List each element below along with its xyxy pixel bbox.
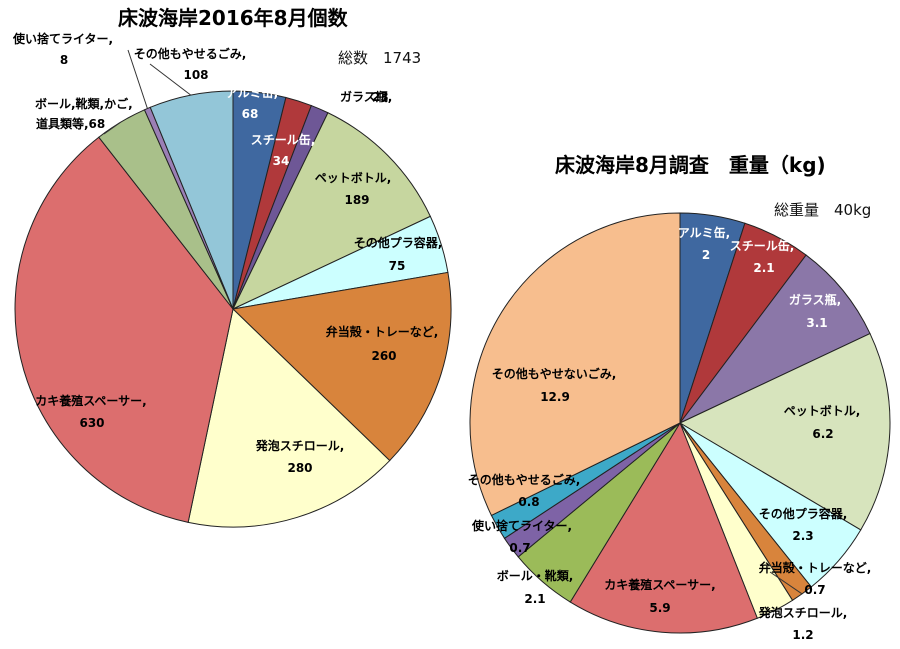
slice-label-name: 使い捨てライター, xyxy=(12,31,113,46)
total-weight: 総重量 40kg xyxy=(774,201,871,219)
leader-line xyxy=(149,63,192,96)
slice-label-value: 280 xyxy=(287,461,312,475)
slice-label-name: その他プラ容器, xyxy=(759,506,848,521)
leader-line xyxy=(759,609,776,613)
slice-label-value: 1.2 xyxy=(792,628,813,642)
slice-label-value: 8 xyxy=(60,53,68,67)
slice-label-name: ペットボトル, xyxy=(784,403,861,418)
pie-slice xyxy=(569,421,758,634)
slice-label-value: 23 xyxy=(372,90,389,104)
pie-chart-count: 床波海岸2016年8月個数 総数 1743 アルミ缶, 68 スチール缶, 34 ガラス… xyxy=(12,6,452,528)
slice-label-value: 0.8 xyxy=(518,495,539,509)
slice-label-value: 5.9 xyxy=(649,601,670,615)
slice-label-value: 34 xyxy=(273,154,290,168)
slice-label-name: その他プラ容器, xyxy=(354,235,443,250)
slice-label-name: ボール,靴類,かご, xyxy=(35,96,133,111)
slice-label-name: ガラス瓶, xyxy=(340,89,392,104)
slice-label-name: アルミ缶, xyxy=(226,85,278,100)
slice-label-value: 2.1 xyxy=(524,592,545,606)
slice-label-value: 189 xyxy=(344,193,369,207)
slice-label-value: 6.2 xyxy=(812,427,833,441)
slice-label-value: 630 xyxy=(79,416,104,430)
chart-title-weight: 床波海岸8月調査 重量（kg) xyxy=(555,153,826,177)
leader-line xyxy=(103,121,122,135)
slice-label-value: 68 xyxy=(242,107,259,121)
slice-label-value: 2.1 xyxy=(753,261,774,275)
leader-line xyxy=(769,571,803,595)
slice-label-name: 発泡スチロール, xyxy=(255,438,345,453)
pie-slice xyxy=(231,112,432,311)
slice-label-name: 発泡スチロール, xyxy=(758,605,848,620)
slice-label-name: 弁当殻・トレーなど, xyxy=(326,324,439,339)
pie-slice xyxy=(14,136,234,523)
slice-label-name: アルミ缶, xyxy=(678,225,730,240)
slice-label-value: 260 xyxy=(371,349,396,363)
slice-label-name: ペットボトル, xyxy=(315,170,392,185)
slice-label-name: その他もやせないごみ, xyxy=(492,366,617,381)
pie-slice xyxy=(149,90,234,310)
slice-label-value: 2.3 xyxy=(792,529,813,543)
leader-line xyxy=(127,49,148,109)
pie-slice xyxy=(187,308,391,528)
slice-label-value: 2 xyxy=(702,248,710,262)
pie-chart-weight: 床波海岸8月調査 重量（kg) 総重量 40kg アルミ缶, 2 スチール缶, 2.1… xyxy=(468,153,891,642)
slice-label-name: カキ養殖スペーサー, xyxy=(604,577,715,592)
slice-label-name: 使い捨てライター, xyxy=(471,518,572,533)
slice-label-name: ガラス瓶, xyxy=(789,292,841,307)
slice-label-value: 0.7 xyxy=(509,541,530,555)
pie-slice xyxy=(679,254,871,424)
slice-label-value: 道具類等,68 xyxy=(36,116,105,131)
slice-label-name: スチール缶, xyxy=(251,132,316,147)
slice-label-name: 弁当殻・トレーなど, xyxy=(759,560,872,575)
slice-label-value: 108 xyxy=(183,68,208,82)
slice-label-value: 75 xyxy=(389,259,406,273)
slice-label-value: 0.7 xyxy=(804,583,825,597)
slice-label-name: スチール缶, xyxy=(730,238,795,253)
slice-label-value: 12.9 xyxy=(540,390,570,404)
slice-label-name: その他もやせるごみ, xyxy=(134,46,247,61)
slice-label-name: カキ養殖スペーサー, xyxy=(35,393,146,408)
slice-label-value: 3.1 xyxy=(806,316,827,330)
total-count: 総数 1743 xyxy=(338,49,421,67)
pie-slice xyxy=(678,332,891,531)
pie-slice xyxy=(231,271,452,462)
pie-slice xyxy=(469,212,681,517)
slice-label-name: その他もやせるごみ, xyxy=(468,472,581,487)
chart-title-count: 床波海岸2016年8月個数 xyxy=(118,6,349,30)
slice-label-name: ボール・靴類, xyxy=(497,568,574,583)
